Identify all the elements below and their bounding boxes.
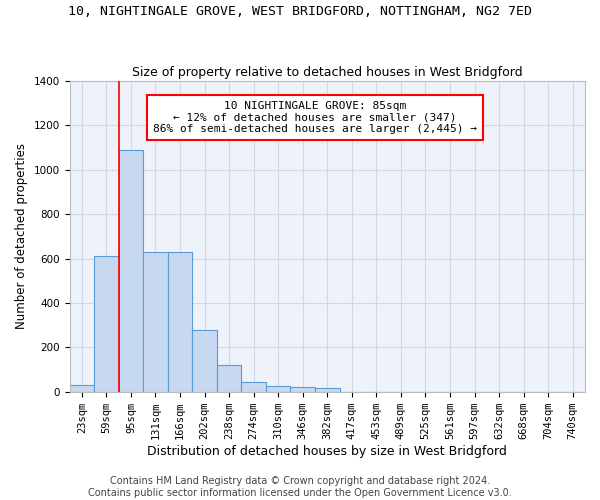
- Bar: [119, 150, 143, 392]
- Bar: [217, 365, 241, 392]
- Bar: [241, 382, 266, 392]
- Bar: [168, 252, 192, 392]
- Y-axis label: Number of detached properties: Number of detached properties: [15, 144, 28, 330]
- Text: 10, NIGHTINGALE GROVE, WEST BRIDGFORD, NOTTINGHAM, NG2 7ED: 10, NIGHTINGALE GROVE, WEST BRIDGFORD, N…: [68, 5, 532, 18]
- Bar: [192, 330, 217, 392]
- Bar: [290, 387, 315, 392]
- Bar: [266, 386, 290, 392]
- X-axis label: Distribution of detached houses by size in West Bridgford: Distribution of detached houses by size …: [148, 444, 507, 458]
- Text: 10 NIGHTINGALE GROVE: 85sqm
← 12% of detached houses are smaller (347)
86% of se: 10 NIGHTINGALE GROVE: 85sqm ← 12% of det…: [153, 101, 477, 134]
- Title: Size of property relative to detached houses in West Bridgford: Size of property relative to detached ho…: [132, 66, 523, 78]
- Bar: [143, 252, 168, 392]
- Bar: [94, 256, 119, 392]
- Bar: [315, 388, 340, 392]
- Text: Contains HM Land Registry data © Crown copyright and database right 2024.
Contai: Contains HM Land Registry data © Crown c…: [88, 476, 512, 498]
- Bar: [70, 385, 94, 392]
